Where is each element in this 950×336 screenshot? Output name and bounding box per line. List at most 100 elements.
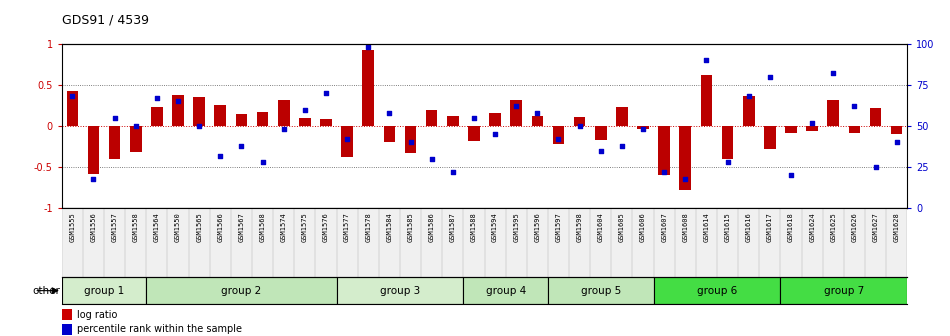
Text: group 1: group 1: [84, 286, 124, 296]
Text: group 3: group 3: [380, 286, 420, 296]
Bar: [891, 126, 902, 134]
Point: [699, 57, 714, 63]
Point: [826, 71, 841, 76]
Text: GSM1598: GSM1598: [577, 212, 582, 242]
Point: [677, 176, 693, 181]
Bar: [146, 277, 336, 304]
Point: [318, 90, 333, 96]
Point: [382, 110, 397, 116]
Text: GSM1557: GSM1557: [111, 212, 118, 242]
Bar: [87, 126, 99, 174]
Bar: [278, 100, 290, 126]
Bar: [701, 75, 712, 126]
Bar: [405, 126, 416, 153]
Bar: [363, 50, 374, 126]
Bar: [553, 126, 564, 144]
Text: GSM1555: GSM1555: [69, 212, 75, 242]
Bar: [532, 116, 543, 126]
Point: [128, 123, 143, 129]
Text: GSM1607: GSM1607: [661, 212, 667, 242]
Text: GSM1624: GSM1624: [809, 212, 815, 242]
Bar: [574, 117, 585, 126]
Text: GSM1625: GSM1625: [830, 212, 836, 242]
Text: GSM1584: GSM1584: [387, 212, 392, 242]
Bar: [172, 95, 183, 126]
Bar: [848, 126, 860, 133]
Point: [424, 156, 439, 162]
Text: GSM1615: GSM1615: [725, 212, 731, 242]
Bar: [66, 91, 78, 126]
Point: [466, 115, 482, 121]
Point: [149, 95, 164, 101]
Text: GSM1595: GSM1595: [513, 212, 520, 242]
Text: GSM1568: GSM1568: [259, 212, 266, 242]
Text: GDS91 / 4539: GDS91 / 4539: [62, 13, 149, 27]
Text: GSM1578: GSM1578: [365, 212, 371, 242]
Text: GSM1627: GSM1627: [872, 212, 879, 242]
Text: GSM1574: GSM1574: [280, 212, 287, 242]
Point: [741, 94, 756, 99]
Bar: [870, 108, 882, 126]
Text: GSM1614: GSM1614: [703, 212, 710, 242]
Text: GSM1605: GSM1605: [618, 212, 625, 242]
Bar: [807, 126, 818, 131]
Point: [656, 169, 672, 175]
Text: GSM1564: GSM1564: [154, 212, 160, 242]
Point: [805, 120, 820, 125]
Point: [530, 110, 545, 116]
Text: group 7: group 7: [824, 286, 864, 296]
Point: [213, 153, 228, 158]
Bar: [468, 126, 480, 141]
Text: log ratio: log ratio: [77, 310, 118, 320]
Text: GSM1588: GSM1588: [471, 212, 477, 242]
Point: [255, 160, 270, 165]
Text: GSM1565: GSM1565: [196, 212, 202, 242]
Bar: [299, 118, 311, 126]
Text: other: other: [32, 286, 60, 296]
Text: group 6: group 6: [697, 286, 737, 296]
Bar: [151, 107, 162, 126]
Text: GSM1608: GSM1608: [682, 212, 689, 242]
Text: GSM1594: GSM1594: [492, 212, 498, 242]
Point: [615, 143, 630, 149]
Point: [107, 115, 123, 121]
Point: [889, 140, 904, 145]
Point: [276, 127, 292, 132]
Text: GSM1577: GSM1577: [344, 212, 351, 242]
Bar: [464, 277, 548, 304]
Bar: [236, 115, 247, 126]
Point: [234, 143, 249, 149]
Bar: [320, 119, 332, 126]
Bar: [780, 277, 907, 304]
Point: [487, 132, 503, 137]
Bar: [637, 126, 649, 129]
Point: [846, 103, 862, 109]
Text: GSM1586: GSM1586: [428, 212, 435, 242]
Bar: [489, 113, 501, 126]
Point: [551, 136, 566, 142]
Text: GSM1558: GSM1558: [133, 212, 139, 242]
Text: GSM1550: GSM1550: [175, 212, 181, 242]
Bar: [336, 277, 464, 304]
Point: [403, 140, 418, 145]
Text: GSM1628: GSM1628: [894, 212, 900, 242]
Point: [170, 99, 185, 104]
Bar: [722, 126, 733, 159]
Text: group 4: group 4: [485, 286, 525, 296]
Text: GSM1587: GSM1587: [449, 212, 456, 242]
Text: GSM1566: GSM1566: [218, 212, 223, 242]
Text: GSM1618: GSM1618: [788, 212, 794, 242]
Bar: [62, 309, 72, 320]
Bar: [62, 324, 72, 335]
Text: GSM1597: GSM1597: [556, 212, 561, 242]
Text: GSM1567: GSM1567: [238, 212, 244, 242]
Bar: [786, 126, 797, 133]
Point: [784, 173, 799, 178]
Text: GSM1575: GSM1575: [302, 212, 308, 242]
Bar: [384, 126, 395, 142]
Point: [192, 123, 207, 129]
Bar: [658, 126, 670, 175]
Bar: [827, 100, 839, 126]
Bar: [510, 100, 522, 126]
Point: [86, 176, 101, 181]
